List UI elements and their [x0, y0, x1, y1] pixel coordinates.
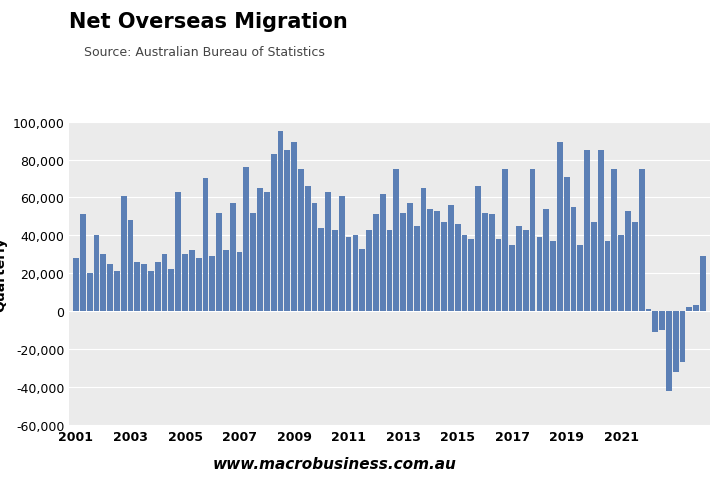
Bar: [93, 236, 99, 312]
Bar: [462, 236, 467, 312]
Bar: [455, 225, 461, 312]
Bar: [666, 312, 672, 391]
Bar: [612, 169, 617, 312]
Bar: [332, 230, 338, 312]
Bar: [257, 189, 263, 312]
Bar: [632, 223, 638, 312]
Bar: [598, 151, 604, 312]
Bar: [162, 255, 167, 312]
Bar: [543, 209, 549, 312]
Bar: [121, 196, 127, 312]
Bar: [673, 312, 678, 372]
Bar: [563, 177, 569, 312]
Bar: [400, 213, 406, 312]
Bar: [73, 258, 79, 312]
Bar: [496, 240, 502, 312]
Bar: [393, 169, 399, 312]
Bar: [155, 262, 161, 312]
Bar: [87, 274, 92, 312]
Bar: [366, 230, 372, 312]
Bar: [196, 258, 202, 312]
Bar: [646, 310, 652, 312]
Bar: [127, 221, 133, 312]
Bar: [625, 211, 631, 312]
Bar: [516, 227, 522, 312]
Bar: [421, 189, 427, 312]
Bar: [223, 251, 229, 312]
Bar: [530, 169, 536, 312]
Bar: [537, 238, 542, 312]
Bar: [346, 238, 352, 312]
Bar: [325, 192, 331, 312]
Bar: [693, 306, 699, 312]
Bar: [687, 308, 692, 312]
Bar: [571, 207, 577, 312]
Bar: [577, 245, 583, 312]
Bar: [250, 213, 256, 312]
Bar: [488, 215, 494, 312]
Bar: [339, 196, 344, 312]
Bar: [387, 230, 392, 312]
Bar: [700, 257, 706, 312]
Bar: [100, 255, 106, 312]
Bar: [285, 151, 290, 312]
Bar: [230, 204, 236, 312]
Bar: [502, 169, 508, 312]
Bar: [277, 132, 283, 312]
Bar: [373, 215, 379, 312]
Bar: [298, 169, 304, 312]
Bar: [352, 236, 358, 312]
Bar: [312, 204, 317, 312]
Text: BUSINESS: BUSINESS: [593, 52, 678, 67]
Bar: [482, 213, 488, 312]
Bar: [182, 255, 188, 312]
Bar: [114, 272, 120, 312]
Bar: [305, 187, 311, 312]
Bar: [448, 205, 454, 312]
Bar: [318, 228, 324, 312]
Bar: [510, 245, 515, 312]
Bar: [659, 312, 665, 330]
Bar: [243, 168, 249, 312]
Bar: [271, 155, 277, 312]
Bar: [475, 187, 481, 312]
Bar: [605, 241, 611, 312]
Bar: [468, 240, 474, 312]
Bar: [291, 143, 297, 312]
Bar: [168, 270, 174, 312]
Bar: [638, 169, 644, 312]
Bar: [360, 249, 365, 312]
Bar: [523, 230, 529, 312]
Bar: [264, 192, 269, 312]
Text: MACRO: MACRO: [595, 20, 676, 39]
Bar: [148, 272, 154, 312]
Bar: [237, 253, 242, 312]
Bar: [407, 204, 413, 312]
Text: Net Overseas Migration: Net Overseas Migration: [69, 12, 348, 32]
Bar: [680, 312, 686, 362]
Bar: [80, 215, 86, 312]
Text: Source: Australian Bureau of Statistics: Source: Australian Bureau of Statistics: [84, 46, 325, 59]
Bar: [202, 179, 208, 312]
Bar: [435, 211, 440, 312]
Bar: [175, 192, 181, 312]
Bar: [591, 223, 597, 312]
Bar: [380, 194, 386, 312]
Bar: [441, 223, 447, 312]
Bar: [652, 312, 658, 332]
Bar: [414, 227, 419, 312]
Text: www.macrobusiness.com.au: www.macrobusiness.com.au: [213, 456, 456, 471]
Bar: [550, 241, 556, 312]
Bar: [189, 251, 194, 312]
Bar: [216, 213, 222, 312]
Bar: [141, 264, 147, 312]
Bar: [427, 209, 433, 312]
Bar: [107, 264, 113, 312]
Bar: [557, 143, 563, 312]
Y-axis label: Quarterly: Quarterly: [0, 236, 7, 311]
Bar: [210, 257, 215, 312]
Bar: [585, 151, 590, 312]
Bar: [618, 236, 624, 312]
Bar: [135, 262, 141, 312]
